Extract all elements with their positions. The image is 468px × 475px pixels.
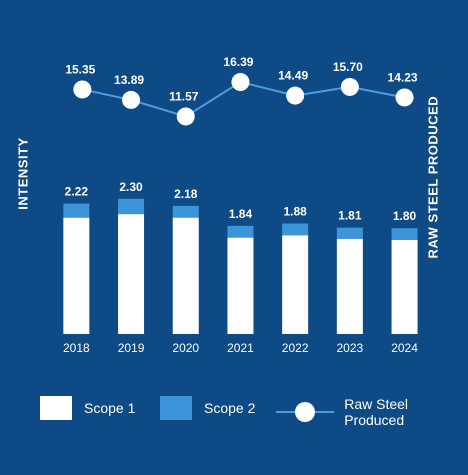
bar-scope2-2020 <box>172 205 199 218</box>
total-label-2020: 2.18 <box>174 187 198 201</box>
raw-steel-point-2023 <box>340 77 359 96</box>
raw-steel-label-2018: 15.35 <box>65 62 95 76</box>
legend-swatch-scope2 <box>160 396 192 420</box>
raw-steel-label-2020: 11.57 <box>169 89 199 103</box>
x-tick-2022: 2022 <box>282 341 309 355</box>
x-tick-2021: 2021 <box>227 341 254 355</box>
raw-steel-point-2022 <box>286 86 305 105</box>
legend-item-scope1: Scope 1 <box>40 396 135 420</box>
total-label-2022: 1.88 <box>283 205 307 219</box>
raw-steel-label-2021: 16.39 <box>223 55 253 69</box>
raw-steel-label-2024: 14.23 <box>388 70 418 84</box>
raw-steel-point-2020 <box>176 107 195 126</box>
raw-steel-point-2024 <box>395 88 414 107</box>
bar-scope2-2018 <box>63 203 90 218</box>
bar-scope2-2022 <box>282 223 309 236</box>
raw-steel-label-2019: 13.89 <box>114 73 144 87</box>
bar-scope2-2019 <box>118 198 145 215</box>
bar-scope1-2018 <box>63 217 90 334</box>
total-label-2021: 1.84 <box>229 207 253 221</box>
bar-scope1-2023 <box>336 238 363 334</box>
raw-steel-point-2019 <box>122 90 141 109</box>
bar-scope1-2021 <box>227 237 254 334</box>
legend-item-scope2: Scope 2 <box>160 396 255 420</box>
raw-steel-point-2021 <box>231 73 250 92</box>
legend-swatch-scope1 <box>40 396 72 420</box>
legend-marker-raw-steel <box>276 400 335 424</box>
bar-scope2-2021 <box>227 225 254 238</box>
y-axis-label-intensity: INTENSITY <box>15 137 31 210</box>
total-label-2023: 1.81 <box>338 209 362 223</box>
x-tick-2020: 2020 <box>172 341 199 355</box>
y-axis-label-raw-steel: RAW STEEL PRODUCED <box>425 95 441 259</box>
x-tick-2023: 2023 <box>336 341 363 355</box>
total-label-2024: 1.80 <box>393 209 417 223</box>
x-tick-2019: 2019 <box>118 341 145 355</box>
x-tick-2024: 2024 <box>391 341 418 355</box>
legend-item-raw-steel: Raw Steel Produced <box>276 396 468 428</box>
total-label-2018: 2.22 <box>65 185 89 199</box>
bar-scope1-2024 <box>391 239 418 334</box>
bar-scope1-2020 <box>172 217 199 334</box>
raw-steel-label-2022: 14.49 <box>278 69 308 83</box>
bar-scope2-2023 <box>336 227 363 239</box>
raw-steel-label-2023: 15.70 <box>333 60 363 74</box>
bar-scope1-2022 <box>282 235 309 334</box>
legend-label-scope2: Scope 2 <box>204 400 256 416</box>
bar-scope2-2024 <box>391 228 418 240</box>
legend-label-scope1: Scope 1 <box>84 400 136 416</box>
legend-label-raw-steel: Raw Steel Produced <box>344 396 409 428</box>
total-label-2019: 2.30 <box>119 180 143 194</box>
bar-scope1-2019 <box>118 214 145 334</box>
x-tick-2018: 2018 <box>63 341 90 355</box>
raw-steel-point-2018 <box>73 80 92 99</box>
